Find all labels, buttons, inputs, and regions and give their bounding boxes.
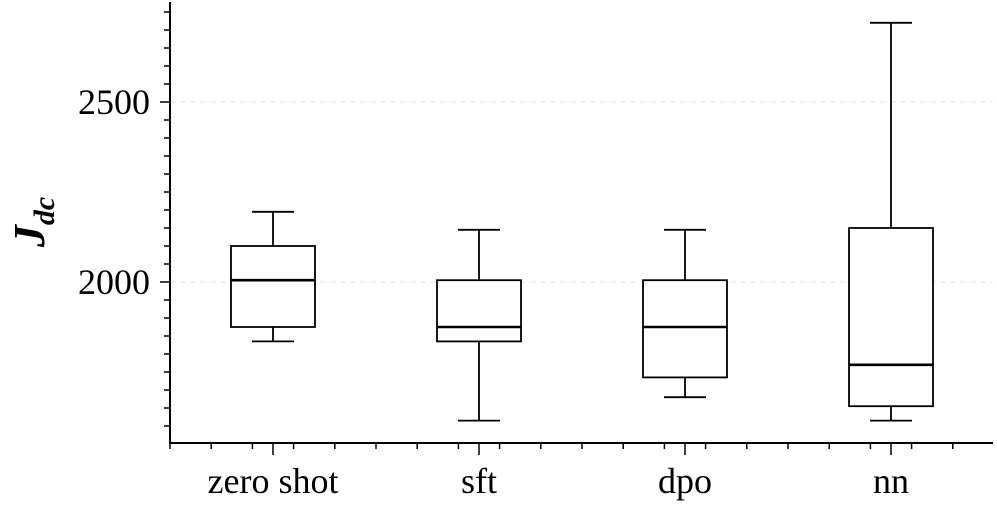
box-group-sft xyxy=(436,228,522,422)
x-tick-label-zero-shot: zero shot xyxy=(208,461,339,501)
box-nn xyxy=(848,227,934,408)
x-tick-label-dpo: dpo xyxy=(658,461,712,501)
y-axis-label-main: J xyxy=(5,223,54,248)
y-axis-label: Jdc xyxy=(5,197,61,248)
y-tick-label-2000: 2000 xyxy=(78,262,150,302)
box-group-dpo xyxy=(642,228,728,399)
boxes xyxy=(230,21,934,422)
box-sft xyxy=(436,279,522,343)
y-tick-label-2500: 2500 xyxy=(78,82,150,122)
x-tick-label-nn: nn xyxy=(873,461,909,501)
box-dpo xyxy=(642,279,728,379)
box-group-nn xyxy=(848,21,934,422)
y-axis-label-sub: dc xyxy=(28,197,61,225)
box-group-zero-shot xyxy=(230,210,316,343)
x-tick-label-sft: sft xyxy=(461,461,497,501)
x-ticks: zero shot sft dpo nn xyxy=(169,443,954,501)
box-zero-shot xyxy=(230,245,316,328)
y-major-ticks: 2000 2500 xyxy=(78,82,170,302)
